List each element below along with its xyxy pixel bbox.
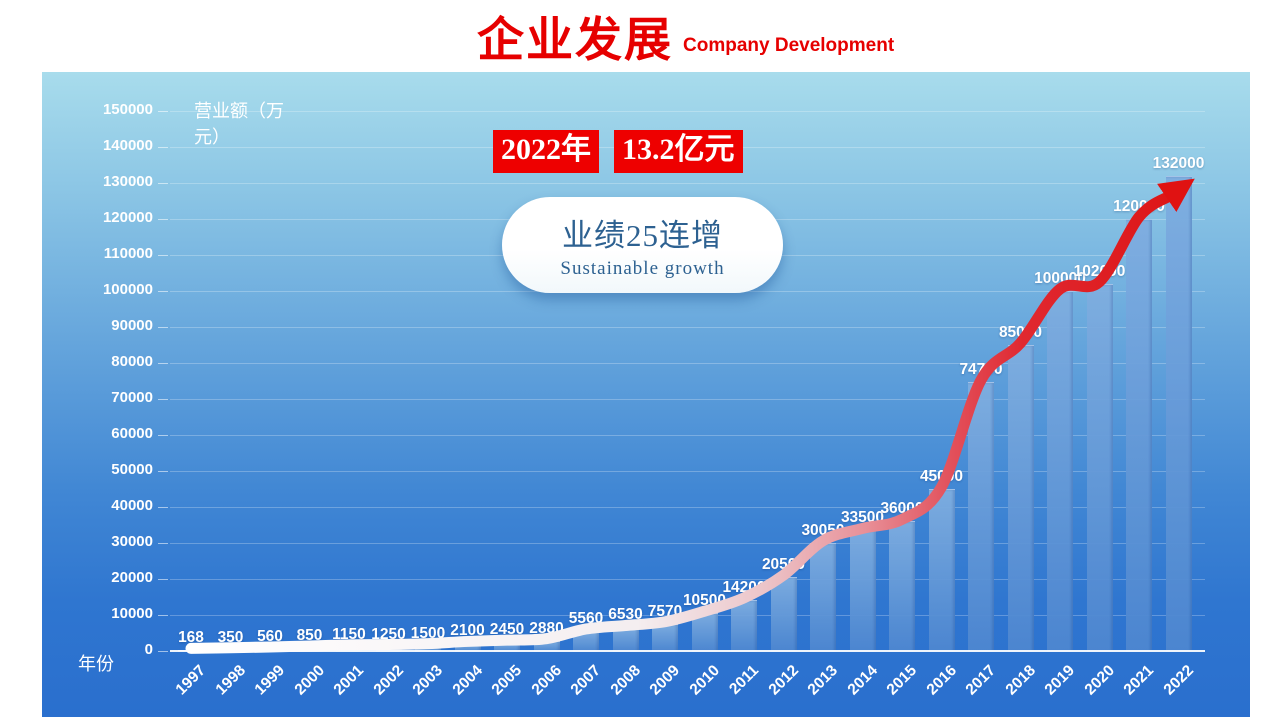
page-subtitle: Company Development xyxy=(683,35,895,56)
bar-value-2022: 132000 xyxy=(1152,154,1205,172)
bar-value-2018: 85000 xyxy=(998,324,1043,341)
y-tick-mark xyxy=(158,579,168,580)
y-tick-mark xyxy=(158,399,168,400)
year-badge: 2022年 xyxy=(493,130,599,173)
y-tick-label-80000: 80000 xyxy=(111,353,153,370)
y-tick-label-130000: 130000 xyxy=(102,173,153,190)
y-tick-label-140000: 140000 xyxy=(102,137,153,154)
y-tick-label-70000: 70000 xyxy=(111,389,153,406)
y-tick-label-30000: 30000 xyxy=(111,533,153,550)
y-tick-mark xyxy=(158,651,168,652)
bar-value-2017: 74700 xyxy=(959,361,1003,379)
y-tick-label-90000: 90000 xyxy=(111,317,153,334)
y-tick-label-60000: 60000 xyxy=(111,425,153,442)
y-tick-label-110000: 110000 xyxy=(103,245,153,262)
y-tick-mark xyxy=(158,507,168,508)
y-tick-mark xyxy=(158,147,168,148)
y-tick-mark xyxy=(158,435,168,436)
y-tick-label-0: 0 xyxy=(144,641,153,658)
bar-2009 xyxy=(652,623,678,652)
y-tick-mark xyxy=(158,543,168,544)
y-tick-mark xyxy=(158,219,168,220)
y-axis-title: 营业额（万元） xyxy=(194,101,284,148)
y-tick-mark xyxy=(158,363,168,364)
bar-2020 xyxy=(1086,283,1113,652)
bar-value-2020: 102000 xyxy=(1073,262,1126,280)
bar-2017 xyxy=(968,382,994,652)
bar-value-2015: 36000 xyxy=(880,500,924,518)
callout-bubble: 业绩25连增 Sustainable growth xyxy=(502,197,783,293)
y-tick-mark xyxy=(158,327,168,328)
y-tick-mark xyxy=(158,255,168,256)
y-tick-mark xyxy=(158,471,168,472)
bar-2022 xyxy=(1165,175,1192,652)
y-tick-label-20000: 20000 xyxy=(111,569,153,586)
y-tick-mark xyxy=(158,291,168,292)
page-title: 企业发展 xyxy=(477,13,673,66)
bar-value-2021: 120000 xyxy=(1113,198,1165,215)
y-tick-label-150000: 150000 xyxy=(102,101,153,118)
x-axis-title: 年份 xyxy=(78,654,114,674)
bar-2008 xyxy=(612,627,639,652)
amount-badge: 13.2亿元 xyxy=(614,130,743,173)
bar-value-2012: 20500 xyxy=(761,556,806,574)
callout-subtitle: Sustainable growth xyxy=(560,258,725,279)
y-tick-mark xyxy=(158,183,168,184)
bar-2014 xyxy=(849,530,876,652)
y-tick-label-100000: 100000 xyxy=(102,281,153,298)
bar-value-2011: 14200 xyxy=(722,578,766,596)
callout-title: 业绩25连增 xyxy=(562,218,723,253)
bar-value-2016: 45000 xyxy=(919,468,964,485)
bar-2021 xyxy=(1126,219,1152,652)
gridline xyxy=(170,183,1205,184)
y-tick-label-50000: 50000 xyxy=(111,461,153,478)
x-axis-line xyxy=(170,650,1205,652)
bar-2019 xyxy=(1047,291,1073,652)
chart-panel: 营业额（万元） 年份 2022年 13.2亿元 业绩25连增 Sustainab… xyxy=(42,72,1250,717)
y-tick-label-40000: 40000 xyxy=(111,497,153,514)
bar-2015 xyxy=(889,521,915,652)
y-tick-mark xyxy=(158,615,168,616)
bar-2018 xyxy=(1007,345,1034,652)
highlight-badges: 2022年 13.2亿元 xyxy=(493,130,743,173)
gridline xyxy=(170,111,1205,112)
y-tick-label-10000: 10000 xyxy=(111,605,153,622)
y-tick-mark xyxy=(158,111,168,112)
y-tick-label-120000: 120000 xyxy=(102,209,153,226)
